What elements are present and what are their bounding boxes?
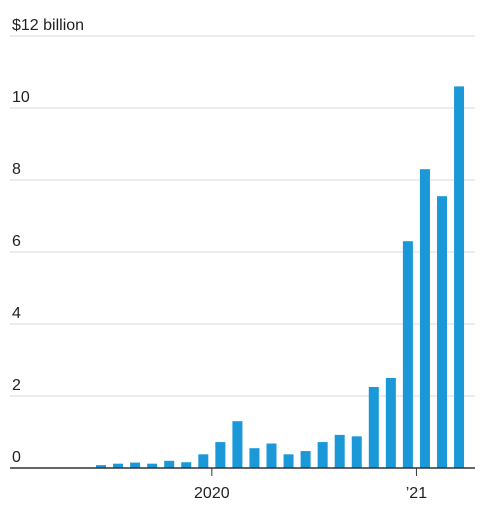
x-tick-labels: 2020 ’21: [194, 468, 427, 502]
bar: [130, 462, 141, 468]
bar: [164, 460, 175, 468]
bar: [181, 462, 192, 468]
bar: [215, 442, 226, 468]
y-tick-label: 2: [12, 377, 21, 394]
bar: [402, 241, 413, 468]
bar: [351, 436, 362, 468]
bar: [283, 454, 294, 468]
y-tick-label: $12 billion: [12, 17, 84, 34]
y-tick-label: 6: [12, 233, 21, 250]
bars: [10, 86, 475, 469]
y-tick-label: 4: [12, 305, 21, 322]
bar: [317, 442, 328, 468]
bar: [334, 434, 345, 468]
bar: [113, 463, 124, 468]
bar: [419, 169, 430, 468]
bar: [147, 463, 158, 468]
bar: [454, 86, 465, 469]
bar: [385, 378, 396, 468]
y-tick-label: 10: [12, 89, 30, 106]
bar: [437, 196, 447, 468]
bar: [249, 448, 260, 468]
bar: [300, 451, 311, 468]
bar: [368, 387, 379, 468]
y-tick-label: 0: [12, 449, 21, 466]
y-tick-label: 8: [12, 161, 21, 178]
bar: [232, 421, 243, 468]
gridlines: [10, 35, 475, 397]
x-tick-label: 2020: [194, 485, 230, 502]
x-tick-label: ’21: [406, 485, 427, 502]
y-tick-labels: $12 billion 10 8 6 4 2 0: [12, 17, 84, 466]
bar: [266, 443, 277, 468]
bar: [96, 465, 106, 468]
bar: [198, 454, 209, 468]
